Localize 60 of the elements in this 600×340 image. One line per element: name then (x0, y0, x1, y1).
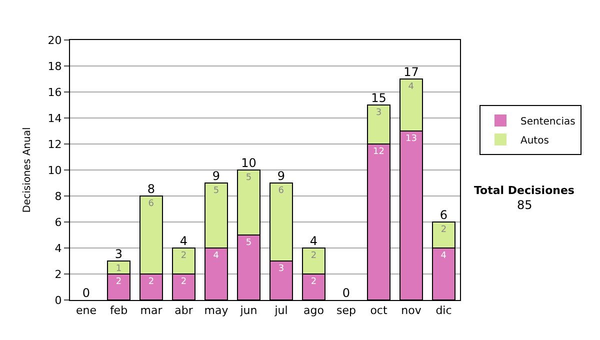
total-label: 4 (310, 234, 318, 248)
total-label: 9 (212, 169, 220, 183)
data-label: 4 (408, 82, 414, 92)
y-tick-label: 10 (48, 164, 62, 177)
x-tick-label: jun (239, 304, 258, 318)
y-tick-label: 8 (54, 190, 62, 203)
data-label: 1 (116, 264, 122, 274)
x-tick-label: jul (274, 304, 288, 318)
y-tick-label: 4 (54, 242, 62, 255)
y-tick-label: 2 (54, 268, 62, 281)
total-label: 10 (241, 156, 256, 170)
total-label: 4 (180, 234, 188, 248)
data-label: 2 (310, 277, 317, 287)
x-tick-label: nov (401, 304, 422, 318)
data-label: 2 (116, 277, 122, 287)
y-tick-label: 16 (48, 86, 62, 99)
data-label: 2 (440, 225, 447, 235)
data-label: 5 (213, 186, 220, 196)
data-label: 6 (278, 186, 284, 196)
text: 85 (517, 198, 532, 212)
data-label: 6 (148, 199, 154, 209)
text: Total Decisiones (474, 184, 575, 197)
total-label: 3 (114, 247, 123, 261)
total-label: 0 (342, 286, 350, 300)
x-tick-label: abr (174, 304, 194, 318)
total-label: 0 (82, 286, 90, 300)
x-tick-label: feb (110, 304, 128, 318)
legend-label: Autos (520, 135, 549, 146)
data-label: 13 (406, 134, 417, 144)
y-axis-title: Decisiones Anual (22, 127, 33, 213)
y-tick-label: 6 (54, 216, 62, 229)
x-tick-label: dic (436, 304, 452, 318)
x-tick-label: ene (76, 304, 97, 318)
data-label: 2 (148, 277, 154, 287)
data-label: 4 (440, 251, 447, 261)
data-label: 2 (180, 277, 187, 287)
total-label: 6 (440, 208, 448, 222)
x-tick-label: sep (336, 304, 356, 318)
total-label: 17 (404, 65, 419, 79)
y-tick-label: 14 (48, 112, 62, 125)
data-label: 2 (180, 251, 187, 261)
total-label: 15 (371, 91, 386, 105)
y-tick-label: 20 (48, 34, 62, 47)
y-tick-label: 18 (48, 60, 62, 73)
data-label: 2 (310, 251, 317, 261)
data-label: 3 (376, 108, 382, 118)
x-tick-label: may (204, 304, 229, 318)
x-tick-label: mar (140, 304, 163, 318)
data-label: 12 (373, 147, 384, 157)
y-tick-label: 0 (54, 294, 62, 307)
total-label: 8 (147, 182, 156, 196)
legend-label: Sentencias (520, 116, 576, 128)
data-label: 3 (278, 264, 284, 274)
x-tick-label: ago (304, 304, 324, 318)
total-label: 9 (277, 169, 286, 183)
data-label: 4 (213, 251, 220, 261)
x-tick-label: oct (370, 304, 388, 318)
data-label: 5 (246, 238, 252, 248)
data-label: 5 (246, 173, 252, 183)
y-tick-label: 12 (48, 138, 62, 151)
